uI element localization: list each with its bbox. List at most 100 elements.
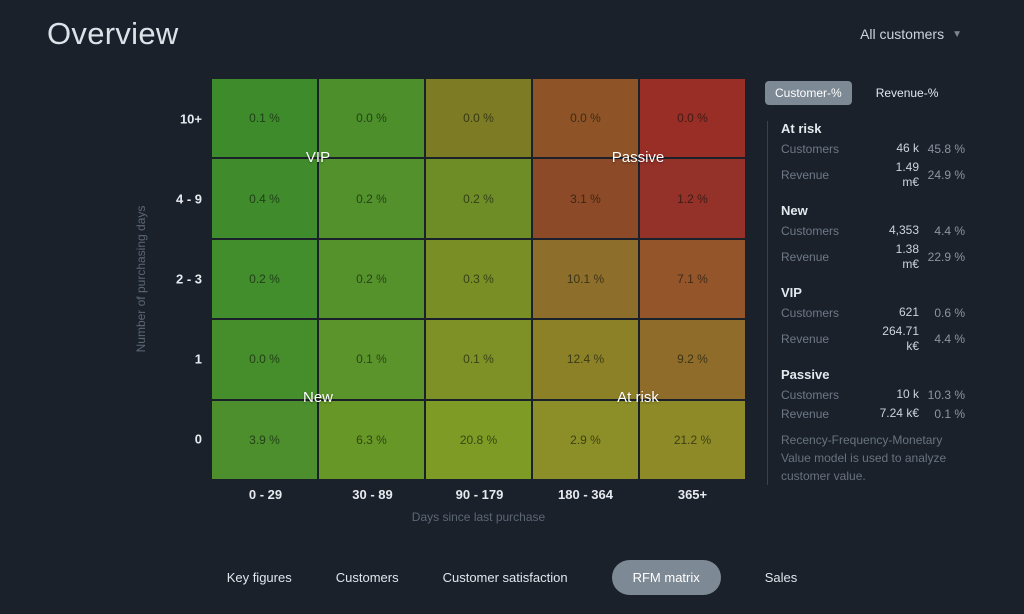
- cell-value: 21.2 %: [673, 432, 712, 447]
- segment-at-risk: At risk Customers 46 k 45.8 % Revenue 1.…: [781, 121, 965, 190]
- stat-percent: 22.9 %: [927, 250, 965, 264]
- stat-value: 7.24 k€: [879, 406, 919, 420]
- tab-rfm-matrix[interactable]: RFM matrix: [611, 560, 721, 595]
- stat-label: Customers: [781, 305, 840, 320]
- matrix-cell[interactable]: 0.1 %: [212, 79, 317, 158]
- matrix-cell[interactable]: 10.1 %: [533, 239, 638, 319]
- stat-percent: 4.4 %: [934, 332, 965, 346]
- matrix-cell[interactable]: 1.2 %: [640, 159, 745, 238]
- page-title: Overview: [47, 16, 179, 51]
- segment-stats-panel: At risk Customers 46 k 45.8 % Revenue 1.…: [767, 121, 965, 434]
- matrix-cell[interactable]: 21.2 %: [640, 400, 745, 479]
- stat-label: Revenue: [781, 332, 830, 346]
- cell-value: 0.1 %: [356, 352, 387, 367]
- quadrant-label-new: New: [302, 388, 334, 406]
- segment-new: New Customers 4,353 4.4 % Revenue 1.38 m…: [781, 203, 965, 272]
- matrix-cell[interactable]: 0.0 %: [212, 320, 317, 399]
- segment-name: Passive: [781, 367, 830, 382]
- x-tick: 365+: [677, 487, 708, 502]
- matrix-cell[interactable]: 0.3 %: [426, 239, 531, 319]
- cell-value: 2.9 %: [570, 432, 601, 447]
- matrix-cell[interactable]: 0.2 %: [319, 239, 424, 319]
- matrix-cell[interactable]: 3.9 %: [212, 400, 317, 479]
- cell-value: 0.2 %: [249, 271, 280, 286]
- x-tick: 0 - 29: [248, 487, 283, 502]
- cell-value: 0.0 %: [677, 111, 708, 126]
- matrix-cell[interactable]: 9.2 %: [640, 320, 745, 399]
- x-tick: 30 - 89: [352, 487, 393, 502]
- stat-label: Customers: [781, 141, 840, 156]
- matrix-cell[interactable]: 0.2 %: [426, 159, 531, 238]
- bottom-tab-bar: Key figures Customers Customer satisfact…: [0, 559, 1024, 596]
- stat-value: 4,353: [888, 223, 919, 237]
- stat-row: Customers 621 0.6 %: [781, 305, 965, 320]
- tab-customers[interactable]: Customers: [335, 570, 399, 585]
- cell-value: 0.1 %: [463, 352, 494, 367]
- stat-value: 1.49 m€: [895, 160, 919, 189]
- cell-value: 1.2 %: [677, 191, 708, 206]
- tab-customer-satisfaction[interactable]: Customer satisfaction: [442, 570, 568, 585]
- stat-row: Revenue 1.38 m€ 22.9 %: [781, 242, 965, 272]
- matrix-cell[interactable]: 12.4 %: [533, 320, 638, 399]
- stat-label: Revenue: [781, 168, 830, 182]
- stat-percent: 0.1 %: [934, 406, 965, 421]
- matrix-cell[interactable]: 0.4 %: [212, 159, 317, 238]
- matrix-cell[interactable]: 3.1 %: [533, 159, 638, 238]
- stat-row: Revenue 264.71 k€ 4.4 %: [781, 324, 965, 354]
- stat-label: Customers: [781, 387, 840, 402]
- y-tick: 0: [194, 431, 202, 447]
- matrix-cell[interactable]: 6.3 %: [319, 400, 424, 479]
- matrix-cell[interactable]: 0.1 %: [319, 320, 424, 399]
- cell-value: 6.3 %: [356, 432, 387, 447]
- y-tick: 2 - 3: [175, 271, 202, 287]
- matrix-cell[interactable]: 0.1 %: [426, 320, 531, 399]
- stat-value: 621: [898, 305, 919, 319]
- segment-passive: Passive Customers 10 k 10.3 % Revenue 7.…: [781, 367, 965, 421]
- y-tick: 4 - 9: [175, 191, 202, 207]
- matrix-cell[interactable]: 0.0 %: [640, 79, 745, 158]
- customer-filter-label: All customers: [860, 26, 945, 42]
- matrix-cell[interactable]: 0.0 %: [533, 79, 638, 158]
- x-tick: 180 - 364: [558, 487, 613, 502]
- segment-name: At risk: [781, 121, 822, 136]
- toggle-customer-percent[interactable]: Customer-%: [765, 81, 852, 105]
- stat-row: Customers 10 k 10.3 %: [781, 387, 965, 402]
- stat-percent: 0.6 %: [934, 305, 965, 320]
- segment-name: New: [781, 203, 808, 218]
- x-axis-label: Days since last purchase: [411, 510, 546, 524]
- matrix-cell[interactable]: 0.0 %: [426, 79, 531, 158]
- matrix-cell[interactable]: 0.0 %: [319, 79, 424, 158]
- matrix-cell[interactable]: 0.2 %: [212, 239, 317, 319]
- cell-value: 3.1 %: [570, 191, 601, 206]
- toggle-revenue-percent[interactable]: Revenue-%: [875, 86, 939, 100]
- tab-key-figures[interactable]: Key figures: [226, 570, 292, 585]
- customer-filter-dropdown[interactable]: All customers ▼: [860, 26, 962, 42]
- segment-vip: VIP Customers 621 0.6 % Revenue 264.71 k…: [781, 285, 965, 354]
- cell-value: 0.0 %: [570, 111, 601, 126]
- cell-value: 9.2 %: [677, 352, 708, 367]
- stat-row: Revenue 1.49 m€ 24.9 %: [781, 160, 965, 190]
- matrix-cell[interactable]: 20.8 %: [426, 400, 531, 479]
- matrix-cell[interactable]: 7.1 %: [640, 239, 745, 319]
- quadrant-label-at-risk: At risk: [617, 388, 659, 406]
- stat-value: 46 k: [896, 141, 919, 155]
- metric-toggle: Customer-% Revenue-%: [765, 81, 948, 105]
- quadrant-label-vip: VIP: [305, 148, 331, 166]
- stat-value: 1.38 m€: [895, 242, 919, 271]
- y-tick: 1: [194, 351, 202, 367]
- tab-sales[interactable]: Sales: [764, 570, 798, 585]
- cell-value: 0.3 %: [463, 271, 494, 286]
- stat-percent: 4.4 %: [934, 223, 965, 238]
- cell-value: 0.0 %: [356, 111, 387, 126]
- stat-label: Revenue: [781, 250, 830, 264]
- y-tick: 10+: [179, 111, 202, 127]
- stat-value: 10 k: [896, 387, 919, 401]
- matrix-cell[interactable]: 0.2 %: [319, 159, 424, 238]
- matrix-cell[interactable]: 2.9 %: [533, 400, 638, 479]
- quadrant-label-passive: Passive: [611, 148, 665, 166]
- cell-value: 0.4 %: [249, 191, 280, 206]
- stat-percent: 24.9 %: [927, 168, 965, 182]
- cell-value: 7.1 %: [677, 271, 708, 286]
- cell-value: 20.8 %: [459, 432, 498, 447]
- cell-value: 0.2 %: [356, 191, 387, 206]
